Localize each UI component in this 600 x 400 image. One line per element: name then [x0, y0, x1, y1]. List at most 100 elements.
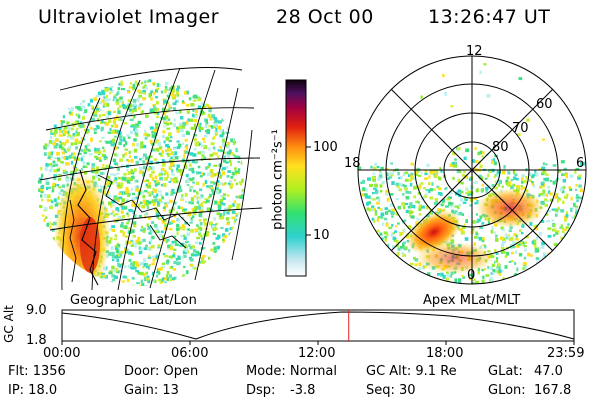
emission-pixel [41, 214, 45, 217]
emission-pixel [213, 148, 216, 151]
emission-pixel [397, 206, 400, 209]
emission-pixel [193, 134, 197, 137]
emission-pixel [191, 208, 195, 212]
emission-pixel [183, 236, 187, 240]
emission-pixel [442, 274, 446, 279]
emission-pixel [162, 206, 166, 209]
emission-pixel [141, 156, 145, 159]
emission-pixel [158, 271, 161, 275]
emission-pixel [105, 122, 109, 126]
emission-pixel [132, 116, 135, 119]
emission-pixel [206, 130, 210, 135]
emission-pixel [219, 189, 222, 193]
emission-pixel [140, 145, 144, 149]
emission-pixel [156, 139, 160, 142]
emission-pixel [208, 221, 213, 226]
emission-pixel [230, 176, 234, 179]
emission-pixel [426, 272, 431, 276]
emission-pixel [429, 196, 434, 200]
emission-pixel [192, 113, 195, 118]
emission-pixel [499, 236, 504, 240]
emission-pixel [371, 217, 375, 221]
emission-pixel [172, 107, 176, 111]
emission-pixel [115, 101, 119, 105]
emission-pixel [99, 108, 102, 111]
emission-pixel [384, 235, 387, 239]
emission-pixel [514, 261, 517, 265]
emission-pixel [222, 239, 226, 244]
emission-pixel [48, 163, 53, 166]
emission-pixel [481, 268, 484, 272]
emission-pixel [166, 271, 170, 275]
emission-pixel [444, 91, 447, 96]
emission-pixel [414, 263, 418, 267]
emission-pixel [87, 103, 91, 107]
emission-pixel [226, 154, 230, 157]
emission-pixel [149, 139, 153, 144]
emission-pixel [118, 185, 121, 189]
emission-pixel [62, 132, 66, 137]
emission-pixel [407, 250, 411, 254]
emission-pixel [137, 97, 140, 100]
emission-pixel [428, 212, 432, 215]
emission-pixel [135, 241, 139, 244]
emission-pixel [193, 254, 198, 257]
emission-pixel [238, 181, 243, 184]
emission-pixel [457, 278, 462, 283]
emission-pixel [156, 271, 159, 274]
emission-pixel [574, 207, 578, 210]
emission-pixel [153, 195, 157, 199]
emission-pixel [516, 245, 520, 248]
emission-pixel [208, 256, 211, 260]
emission-pixel [205, 166, 208, 170]
emission-pixel [121, 280, 125, 283]
emission-pixel [466, 193, 470, 197]
emission-pixel [395, 212, 399, 216]
emission-pixel [450, 203, 454, 208]
emission-pixel [448, 196, 452, 199]
emission-pixel [102, 99, 107, 103]
emission-pixel [66, 148, 71, 152]
emission-pixel [187, 118, 191, 122]
emission-pixel [121, 103, 126, 107]
emission-pixel [199, 222, 203, 226]
emission-pixel [411, 205, 414, 208]
emission-pixel [117, 167, 120, 171]
emission-pixel [200, 110, 204, 114]
emission-pixel [190, 197, 194, 201]
emission-pixel [217, 149, 221, 152]
emission-pixel [193, 127, 196, 130]
emission-pixel [560, 160, 565, 164]
gc-altitude: GC Alt: 9.1 Re [366, 364, 457, 379]
emission-pixel [133, 114, 136, 118]
emission-pixel [391, 224, 394, 227]
emission-pixel [450, 105, 454, 108]
emission-pixel [173, 214, 177, 218]
time-tick-0000: 00:00 [43, 346, 81, 361]
emission-pixel [143, 92, 147, 95]
emission-pixel [185, 173, 189, 177]
emission-pixel [457, 189, 462, 193]
emission-pixel [135, 123, 139, 127]
emission-pixel [127, 214, 130, 217]
emission-pixel [410, 215, 415, 219]
emission-pixel [374, 211, 378, 216]
emission-pixel [207, 196, 211, 199]
emission-pixel [520, 185, 523, 188]
emission-pixel [129, 103, 132, 108]
emission-pixel [142, 89, 146, 94]
emission-pixel [102, 163, 105, 167]
emission-pixel [428, 182, 431, 186]
emission-pixel [366, 202, 370, 206]
emission-pixel [429, 188, 433, 192]
emission-pixel [152, 202, 156, 206]
emission-pixel [387, 243, 390, 248]
emission-pixel [90, 137, 93, 141]
emission-pixel [565, 214, 569, 218]
emission-pixel [190, 201, 194, 205]
emission-pixel [136, 89, 141, 93]
emission-pixel [390, 233, 394, 237]
emission-pixel [540, 182, 544, 186]
emission-pixel [215, 127, 218, 132]
emission-pixel [202, 201, 205, 203]
